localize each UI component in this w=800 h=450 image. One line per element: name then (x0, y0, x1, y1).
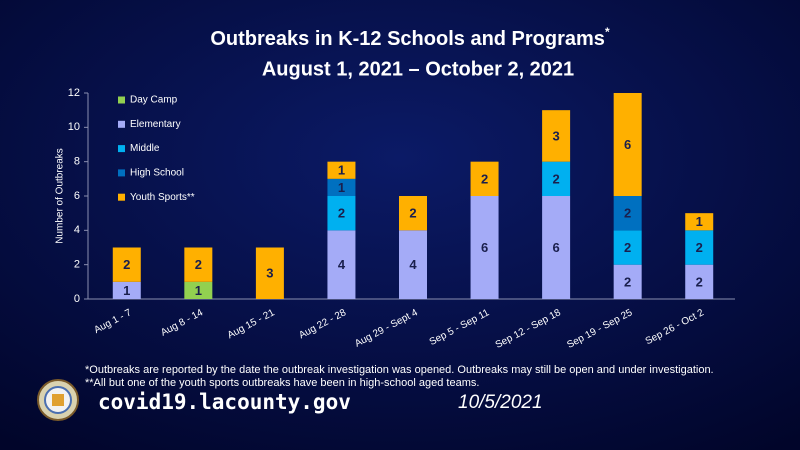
value-label: 6 (552, 240, 559, 255)
value-label: 1 (338, 180, 345, 195)
bar-segment (327, 161, 356, 179)
bar-segment (685, 230, 714, 265)
bar-segment (542, 196, 571, 299)
bar-segment (470, 196, 499, 299)
value-label: 2 (696, 240, 703, 255)
bar-segment (542, 161, 571, 196)
chart-subtitle: August 1, 2021 – October 2, 2021 (262, 58, 574, 80)
title-text: Outbreaks in K-12 Schools and Programs (210, 28, 605, 50)
legend-label: Day Camp (130, 95, 178, 106)
value-label: 1 (123, 283, 130, 298)
y-tick-label: 6 (74, 190, 80, 202)
value-label: 2 (409, 206, 416, 221)
y-tick-label: 4 (74, 224, 80, 236)
value-label: 2 (123, 257, 130, 272)
bar-segment (613, 264, 642, 299)
value-label: 2 (195, 257, 202, 272)
bar-segment (613, 196, 642, 231)
seal-shield (52, 394, 64, 406)
value-label: 6 (481, 240, 488, 255)
footnote: **All but one of the youth sports outbre… (85, 377, 479, 389)
bar-segment (399, 230, 427, 299)
value-label: 4 (409, 257, 417, 272)
bar-segment (399, 196, 427, 231)
legend-label: Youth Sports** (130, 192, 195, 203)
value-label: 1 (696, 214, 703, 229)
legend-label: Middle (130, 143, 160, 154)
y-tick-label: 12 (68, 87, 80, 99)
value-label: 2 (624, 274, 631, 289)
value-label: 3 (552, 128, 559, 143)
y-axis-label: Number of Outbreaks (55, 148, 66, 244)
value-label: 2 (624, 240, 631, 255)
legend-swatch (118, 169, 125, 177)
website: covid19.lacounty.gov (98, 390, 351, 414)
date: 10/5/2021 (458, 392, 543, 413)
value-label: 2 (624, 206, 631, 221)
value-label: 6 (624, 137, 631, 152)
value-label: 1 (338, 163, 345, 178)
bar-segment (542, 110, 571, 162)
legend-swatch (118, 96, 125, 104)
bar-segment (112, 247, 141, 282)
y-tick-label: 10 (68, 121, 80, 133)
y-tick-label: 2 (74, 259, 80, 271)
seal (37, 379, 79, 421)
value-label: 2 (552, 171, 559, 186)
bar-segment (255, 247, 284, 299)
legend-swatch (118, 120, 125, 128)
legend-label: High School (130, 168, 184, 179)
bar-segment (327, 230, 356, 299)
legend-label: Elementary (130, 119, 181, 130)
bar-segment (613, 93, 642, 196)
value-label: 3 (266, 266, 273, 281)
bar-segment (613, 230, 642, 265)
bar-segment (685, 213, 714, 231)
bar-segment (184, 281, 213, 299)
y-tick-label: 8 (74, 156, 80, 168)
y-tick-label: 0 (74, 293, 80, 305)
legend-swatch (118, 145, 125, 153)
legend-swatch (118, 193, 125, 201)
bar-segment (184, 247, 213, 282)
bar-segment (470, 161, 499, 196)
bar-segment (327, 196, 356, 231)
title-mark: * (605, 25, 610, 39)
value-label: 2 (696, 274, 703, 289)
value-label: 2 (338, 206, 345, 221)
value-label: 1 (195, 283, 202, 298)
bar-segment (112, 281, 141, 299)
bar-segment (327, 178, 356, 196)
footnote: *Outbreaks are reported by the date the … (85, 364, 714, 376)
bar-segment (685, 264, 714, 299)
chart-title: Outbreaks in K-12 Schools and Programs* (210, 25, 610, 50)
value-label: 4 (338, 257, 346, 272)
value-label: 2 (481, 171, 488, 186)
